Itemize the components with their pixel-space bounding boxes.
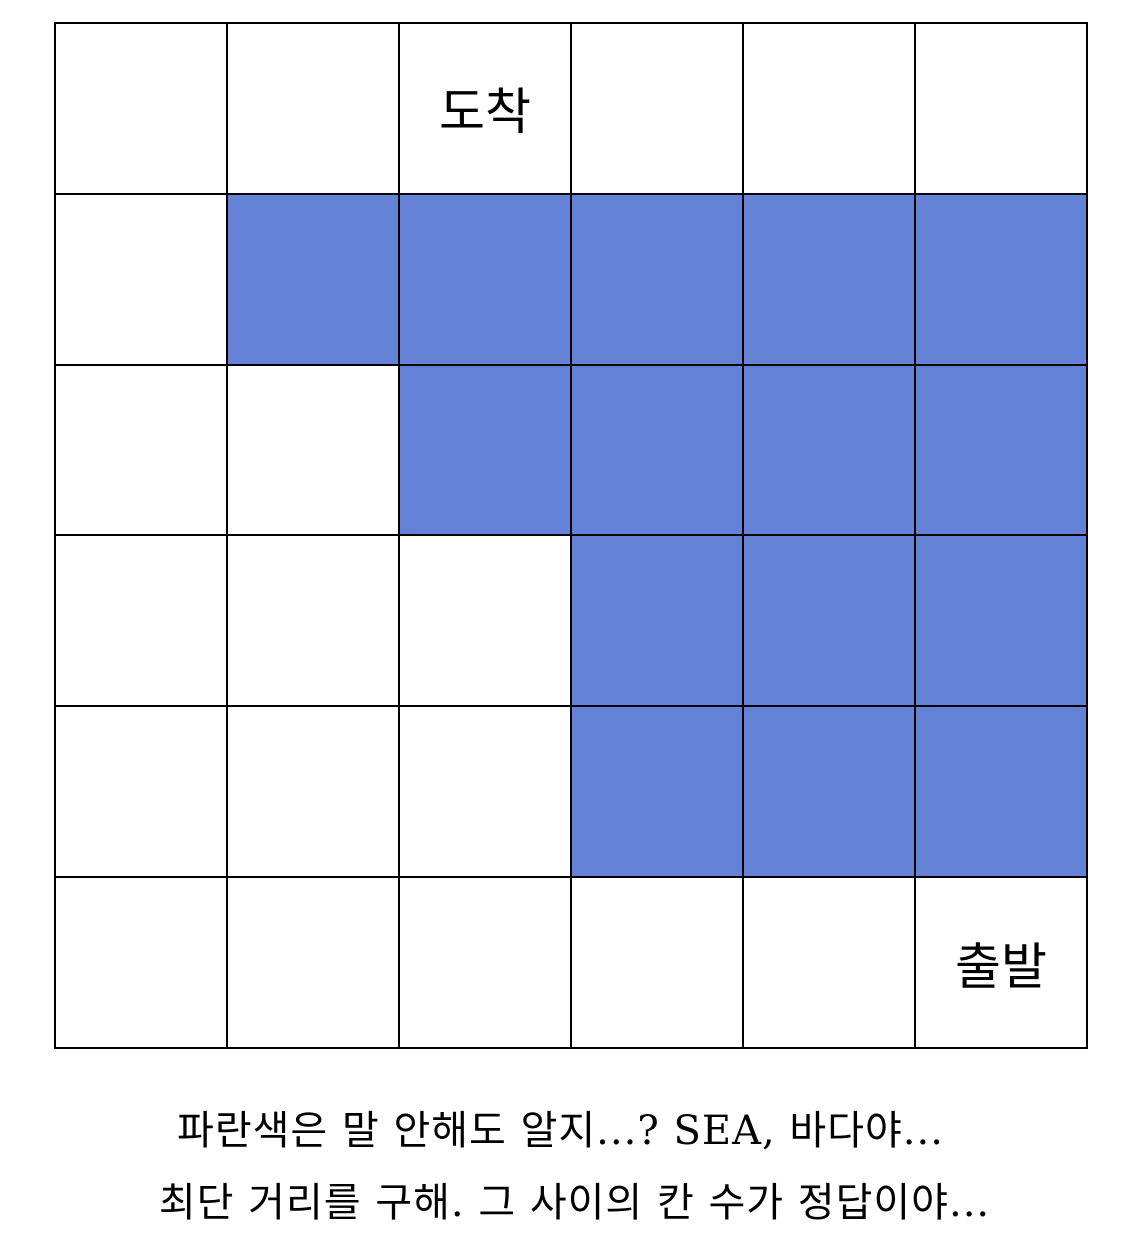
- grid-cell: [228, 707, 400, 879]
- arrival-cell: 도착: [400, 24, 572, 195]
- grid-cell: [56, 536, 228, 708]
- departure-cell: 출발: [916, 878, 1088, 1049]
- grid-cell: [228, 24, 400, 195]
- grid-cell: [400, 707, 572, 879]
- sea-cell: [916, 194, 1088, 366]
- grid-cell: [572, 24, 744, 195]
- caption-line-1: 파란색은 말 안해도 알지...? SEA, 바다야...: [177, 1108, 944, 1154]
- grid-cell: [228, 365, 400, 537]
- grid-cell: [56, 365, 228, 537]
- grid-cell: [56, 878, 228, 1049]
- grid-cell: [228, 878, 400, 1049]
- sea-cell: [744, 194, 916, 366]
- grid-cell: [916, 24, 1088, 195]
- grid-cell: [56, 24, 228, 195]
- grid-cell: [56, 194, 228, 366]
- grid-cell: [228, 536, 400, 708]
- grid-cell: [56, 707, 228, 879]
- sea-cell: [916, 707, 1088, 879]
- sea-cell: [744, 365, 916, 537]
- grid-cell: [572, 878, 744, 1049]
- caption-line-2: 최단 거리를 구해. 그 사이의 칸 수가 정답이야...: [158, 1180, 991, 1226]
- grid-cell: [744, 878, 916, 1049]
- sea-cell: [572, 707, 744, 879]
- sea-cell: [572, 536, 744, 708]
- grid-cell: [400, 878, 572, 1049]
- sea-cell: [916, 365, 1088, 537]
- sea-cell: [744, 536, 916, 708]
- arrival-label: 도착: [439, 83, 531, 142]
- sea-cell: [744, 707, 916, 879]
- sea-cell: [916, 536, 1088, 708]
- grid-cell: [400, 536, 572, 708]
- grid-cell: [744, 24, 916, 195]
- sea-cell: [572, 194, 744, 366]
- sea-cell: [400, 194, 572, 366]
- sea-cell: [228, 194, 400, 366]
- sea-cell: [572, 365, 744, 537]
- departure-label: 출발: [955, 937, 1047, 996]
- sea-cell: [400, 365, 572, 537]
